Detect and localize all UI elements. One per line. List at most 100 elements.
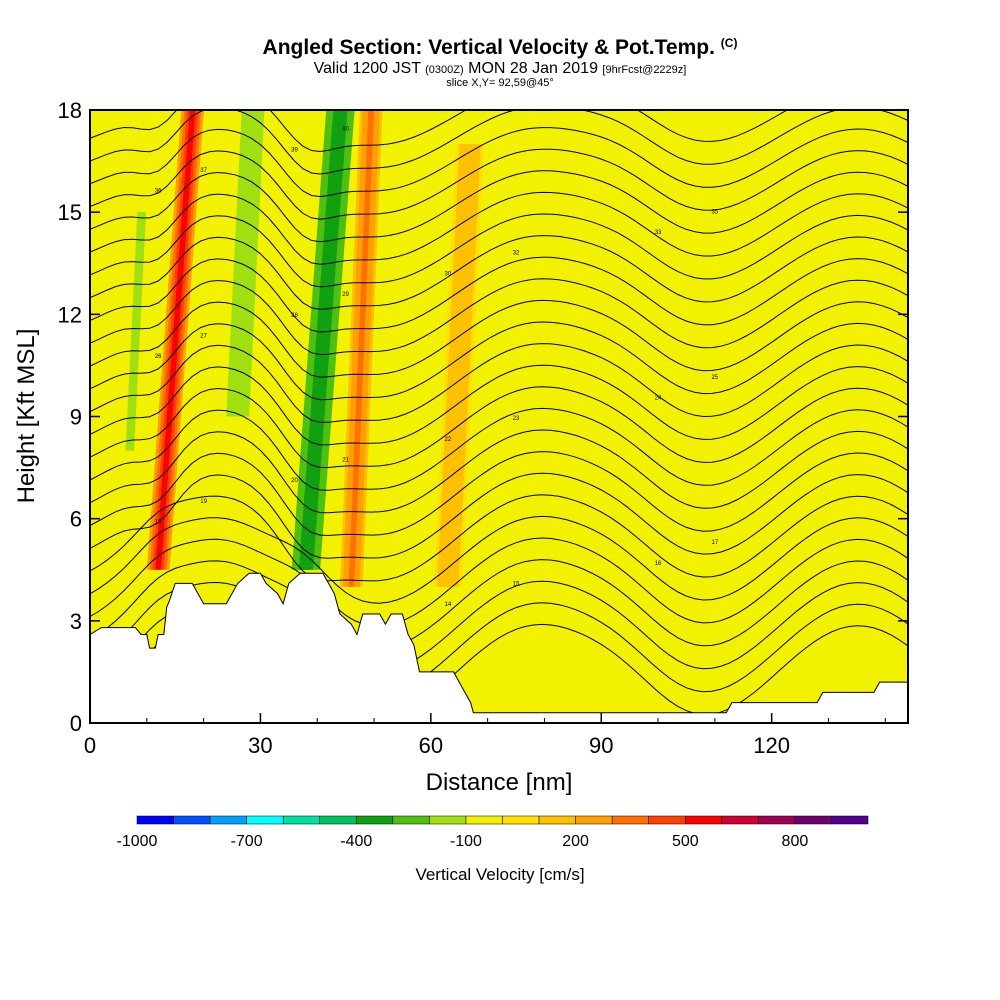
valid-prefix: Valid 1200 JST bbox=[313, 60, 421, 77]
plot-area: 9101213141516171819202122232425262728293… bbox=[90, 110, 908, 723]
colorbar-label: -1000 bbox=[117, 833, 158, 850]
isentrope-line bbox=[90, 472, 908, 559]
colorbar-swatch bbox=[611, 815, 649, 825]
isentrope-label: 29 bbox=[342, 292, 349, 298]
colorbar-swatch bbox=[356, 815, 394, 825]
colorbar-swatch bbox=[173, 815, 211, 825]
colorbar-swatch bbox=[136, 815, 174, 825]
colorbar-swatch bbox=[502, 815, 540, 825]
colorbar-title: Vertical Velocity [cm/s] bbox=[415, 865, 584, 884]
isentrope-line bbox=[90, 299, 908, 378]
isentrope-line bbox=[90, 191, 908, 265]
velocity-band-1-3 bbox=[348, 110, 374, 587]
isentrope-line bbox=[90, 386, 908, 469]
isentrope-line bbox=[90, 580, 908, 673]
isentrope-line bbox=[90, 256, 908, 333]
isentrope-label: 28 bbox=[291, 313, 298, 319]
x-axis-label: Distance [nm] bbox=[426, 769, 573, 796]
colorbar-swatch bbox=[282, 815, 321, 825]
isentrope-line bbox=[90, 451, 908, 537]
isentrope-label: 25 bbox=[712, 375, 719, 381]
isentrope-line bbox=[90, 429, 908, 514]
isentrope-line bbox=[90, 278, 908, 356]
y-tick-label: 6 bbox=[70, 507, 82, 532]
isentrope-line bbox=[90, 407, 908, 491]
isentrope-label: 36 bbox=[155, 189, 162, 195]
colorbar-swatch bbox=[209, 815, 247, 825]
isentrope-line bbox=[90, 559, 908, 650]
isentrope-line bbox=[90, 110, 908, 175]
colorbar-swatch bbox=[429, 815, 467, 825]
isentrope-line bbox=[90, 110, 789, 153]
isentrope-label: 19 bbox=[200, 499, 207, 505]
forecast-info: [9hrFcst@2229z] bbox=[602, 64, 687, 76]
colorbar: -1000 -700 -400 -100 200 500 800 bbox=[117, 815, 869, 850]
colorbar-label: -100 bbox=[450, 833, 482, 850]
y-tick-label: 3 bbox=[70, 609, 82, 634]
isentrope-label: 23 bbox=[513, 416, 520, 422]
chart-title-suffix: (C) bbox=[720, 36, 738, 50]
velocity-band-4-3 bbox=[234, 110, 256, 417]
colorbar-swatch bbox=[721, 815, 759, 825]
isentrope-label: 37 bbox=[200, 168, 207, 174]
isentrope-label: 40 bbox=[342, 127, 349, 133]
chart-subtitle: Valid 1200 JST (0300Z) MON 28 Jan 2019 [… bbox=[0, 60, 1000, 78]
colorbar-swatch bbox=[246, 815, 284, 825]
isentrope-label: 26 bbox=[155, 354, 162, 360]
isentrope-line bbox=[90, 235, 908, 310]
isentrope-line bbox=[90, 148, 908, 220]
chart-title: Angled Section: Vertical Velocity & Pot.… bbox=[0, 36, 1000, 60]
x-tick-label: 0 bbox=[84, 733, 96, 758]
velocity-band-3-3 bbox=[302, 110, 344, 570]
isentrope-label: 21 bbox=[342, 458, 349, 464]
colorbar-swatch bbox=[758, 815, 796, 825]
isentrope-line bbox=[90, 213, 908, 288]
valid-date: MON 28 Jan 2019 bbox=[468, 60, 598, 77]
isentrope-line bbox=[90, 127, 908, 198]
x-tick-label: 120 bbox=[753, 733, 790, 758]
colorbar-label: -400 bbox=[340, 833, 372, 850]
isentrope-line bbox=[90, 364, 908, 446]
terrain-mask bbox=[90, 572, 908, 723]
isentrope-line bbox=[90, 494, 908, 582]
isentrope-label: 24 bbox=[655, 395, 662, 401]
colorbar-swatch bbox=[648, 815, 686, 825]
colorbar-label: 200 bbox=[562, 833, 589, 850]
x-tick-label: 30 bbox=[248, 733, 272, 758]
isentrope-label: 33 bbox=[655, 230, 662, 236]
colorbar-swatch bbox=[465, 815, 503, 825]
x-tick-label: 60 bbox=[419, 733, 443, 758]
colorbar-swatch bbox=[575, 815, 613, 825]
isentrope-label: 39 bbox=[291, 147, 298, 153]
slice-info: slice X,Y= 92,59@45° bbox=[446, 77, 554, 89]
isentrope-label: 20 bbox=[291, 478, 298, 484]
isentrope-label: 16 bbox=[655, 561, 662, 567]
isentrope-line bbox=[90, 321, 908, 401]
isentrope-label: 22 bbox=[445, 437, 452, 443]
colorbar-swatch bbox=[831, 815, 869, 825]
isentrope-label: 27 bbox=[200, 333, 207, 339]
colorbar-label: 500 bbox=[672, 833, 699, 850]
isentrope-label: 35 bbox=[712, 209, 719, 215]
isentrope-line bbox=[90, 537, 908, 627]
isentrope-line bbox=[90, 343, 908, 423]
velocity-features bbox=[124, 110, 485, 587]
isentrope-label: 17 bbox=[712, 540, 719, 546]
isentrope-line bbox=[90, 170, 908, 243]
y-tick-label: 15 bbox=[58, 200, 82, 225]
colorbar-swatch bbox=[319, 815, 357, 825]
y-tick-label: 12 bbox=[58, 302, 82, 327]
isentrope-line bbox=[90, 515, 908, 604]
valid-utc: (0300Z) bbox=[425, 64, 464, 76]
y-tick-label: 18 bbox=[58, 98, 82, 123]
x-tick-label: 90 bbox=[589, 733, 613, 758]
colorbar-swatch bbox=[392, 815, 430, 825]
y-axis-label: Height [Kft MSL] bbox=[13, 329, 40, 504]
velocity-band-5-3 bbox=[128, 212, 144, 451]
chart-title-main: Angled Section: Vertical Velocity & Pot.… bbox=[262, 36, 715, 59]
y-tick-label: 9 bbox=[70, 405, 82, 430]
colorbar-label: 800 bbox=[782, 833, 809, 850]
y-tick-label: 0 bbox=[70, 711, 82, 736]
